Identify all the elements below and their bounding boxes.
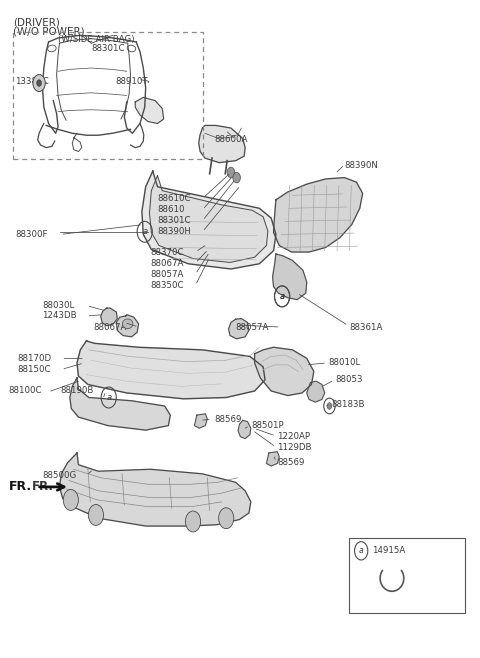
Text: 88301C: 88301C xyxy=(157,216,191,225)
Text: 88569: 88569 xyxy=(214,415,241,424)
Polygon shape xyxy=(238,420,251,439)
Text: 88170D: 88170D xyxy=(18,354,52,363)
Circle shape xyxy=(227,167,235,178)
Ellipse shape xyxy=(122,319,133,329)
Text: 88100C: 88100C xyxy=(8,386,42,395)
Text: 88610: 88610 xyxy=(157,205,185,214)
Text: 88390H: 88390H xyxy=(157,227,192,236)
Text: 88300F: 88300F xyxy=(15,230,48,239)
Text: 88057A: 88057A xyxy=(150,270,184,279)
Text: 88067A: 88067A xyxy=(94,322,127,332)
Text: a: a xyxy=(279,292,285,301)
Circle shape xyxy=(218,508,234,528)
Text: a: a xyxy=(142,227,147,236)
Text: a: a xyxy=(106,393,111,402)
Polygon shape xyxy=(77,341,265,399)
Polygon shape xyxy=(194,414,207,428)
Text: (W/O POWER): (W/O POWER) xyxy=(13,27,84,37)
Text: 88501P: 88501P xyxy=(252,421,284,430)
Polygon shape xyxy=(266,451,279,466)
Polygon shape xyxy=(149,176,268,263)
Text: 88390N: 88390N xyxy=(345,161,378,170)
Text: a: a xyxy=(359,546,363,555)
Text: 88057A: 88057A xyxy=(236,322,269,332)
Circle shape xyxy=(88,505,104,525)
Text: 1243DB: 1243DB xyxy=(42,311,77,320)
Polygon shape xyxy=(228,318,249,339)
Polygon shape xyxy=(274,178,362,252)
Text: 88030L: 88030L xyxy=(42,301,75,310)
Polygon shape xyxy=(101,308,117,326)
Circle shape xyxy=(33,74,45,91)
Polygon shape xyxy=(307,381,324,402)
Text: 1220AP: 1220AP xyxy=(277,432,311,440)
Text: 14915A: 14915A xyxy=(372,546,405,555)
Text: 88350C: 88350C xyxy=(150,281,184,290)
Text: 1129DB: 1129DB xyxy=(277,443,312,451)
Text: 88910T: 88910T xyxy=(115,76,147,86)
Text: 88500G: 88500G xyxy=(42,470,77,480)
Polygon shape xyxy=(70,378,170,430)
Polygon shape xyxy=(273,254,307,299)
Circle shape xyxy=(63,490,78,511)
Polygon shape xyxy=(254,347,314,395)
Text: FR.: FR. xyxy=(32,480,54,494)
Text: 88010L: 88010L xyxy=(328,359,360,367)
Text: 14915A: 14915A xyxy=(383,549,416,559)
Text: a: a xyxy=(279,292,285,301)
Polygon shape xyxy=(116,315,139,337)
Text: 88361A: 88361A xyxy=(349,322,383,332)
Text: (W/SIDE AIR BAG): (W/SIDE AIR BAG) xyxy=(58,36,134,45)
Polygon shape xyxy=(199,126,245,163)
Text: 88370C: 88370C xyxy=(150,247,184,257)
Circle shape xyxy=(327,403,332,409)
Circle shape xyxy=(37,80,41,86)
Text: 88301C: 88301C xyxy=(91,44,125,53)
Polygon shape xyxy=(135,97,164,124)
Polygon shape xyxy=(142,171,276,269)
Text: 88150C: 88150C xyxy=(18,365,51,374)
Text: 88053: 88053 xyxy=(335,376,362,384)
Polygon shape xyxy=(60,453,251,526)
Text: 88569: 88569 xyxy=(277,457,305,467)
Text: 88183B: 88183B xyxy=(332,399,365,409)
Text: 88610C: 88610C xyxy=(157,194,191,203)
Circle shape xyxy=(233,172,240,183)
Circle shape xyxy=(185,511,201,532)
Text: 88067A: 88067A xyxy=(150,259,184,268)
Text: 88600A: 88600A xyxy=(215,136,248,144)
Text: 1338AC: 1338AC xyxy=(15,76,49,86)
Text: FR.: FR. xyxy=(9,480,32,494)
FancyBboxPatch shape xyxy=(349,538,466,613)
Text: (DRIVER): (DRIVER) xyxy=(13,17,60,27)
Text: 88190B: 88190B xyxy=(60,386,94,395)
